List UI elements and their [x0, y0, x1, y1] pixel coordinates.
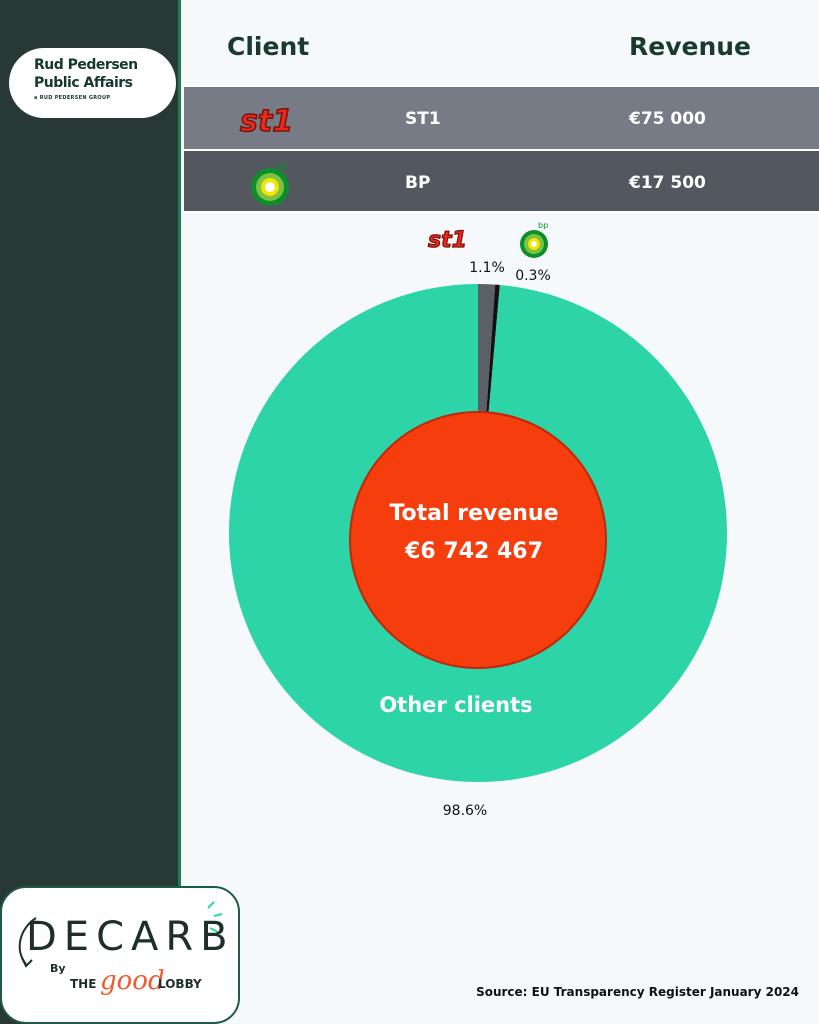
table-row: bp BP €17 500 [184, 149, 819, 213]
header-client: Client [227, 32, 310, 61]
source-note: Source: EU Transparency Register January… [476, 985, 799, 999]
agency-name-line2: Public Affairs [34, 75, 133, 91]
client-name: BP [405, 173, 431, 193]
decarb-wordmark: DECARB [26, 914, 235, 960]
decarb-logo: DECARB By THE good LOBBY [0, 886, 240, 1024]
bp-small-logo-icon [520, 230, 548, 258]
header-revenue: Revenue [629, 32, 752, 61]
pie-slice-other-clients [228, 284, 727, 782]
svg-text:st1: st1 [428, 228, 467, 253]
agency-name-line1: Rud Pedersen [34, 57, 138, 73]
center-label-line1: Total revenue [389, 501, 558, 526]
client-name: ST1 [405, 109, 441, 129]
table-row: st1 ST1 €75 000 [184, 85, 819, 149]
bp-pct-label: 0.3% [515, 268, 551, 284]
pie-slices [228, 284, 727, 782]
svg-text:st1: st1 [240, 104, 293, 139]
client-revenue: €17 500 [629, 173, 706, 193]
center-label-line2: €6 742 467 [404, 539, 543, 564]
other-pct-label: 98.6% [443, 803, 487, 819]
agency-logo: Rud Pedersen Public Affairs a RUD PEDERS… [9, 48, 176, 118]
client-revenue: €75 000 [629, 109, 706, 129]
decarb-by: By [50, 962, 66, 975]
decarb-arrow-icon [18, 901, 223, 968]
center-circle [349, 411, 607, 669]
st1-logo-icon: st1 [239, 103, 294, 140]
st1-small-logo-icon: st1 [427, 227, 467, 253]
other-clients-label: Other clients [379, 693, 532, 717]
agency-group-line: a RUD PEDERSEN GROUP [34, 95, 111, 101]
pie-slice-st1 [478, 284, 496, 533]
bp-logo-icon: bp [251, 162, 289, 205]
sidebar [0, 0, 181, 1024]
bp-small-text: bp [538, 221, 548, 230]
st1-pct-label: 1.1% [469, 260, 505, 276]
decarb-lobby: LOBBY [158, 977, 202, 991]
decarb-the: THE [70, 977, 97, 991]
decarb-good: good [100, 966, 165, 996]
svg-text:bp: bp [276, 162, 288, 172]
pie-slice-bp [478, 284, 500, 533]
